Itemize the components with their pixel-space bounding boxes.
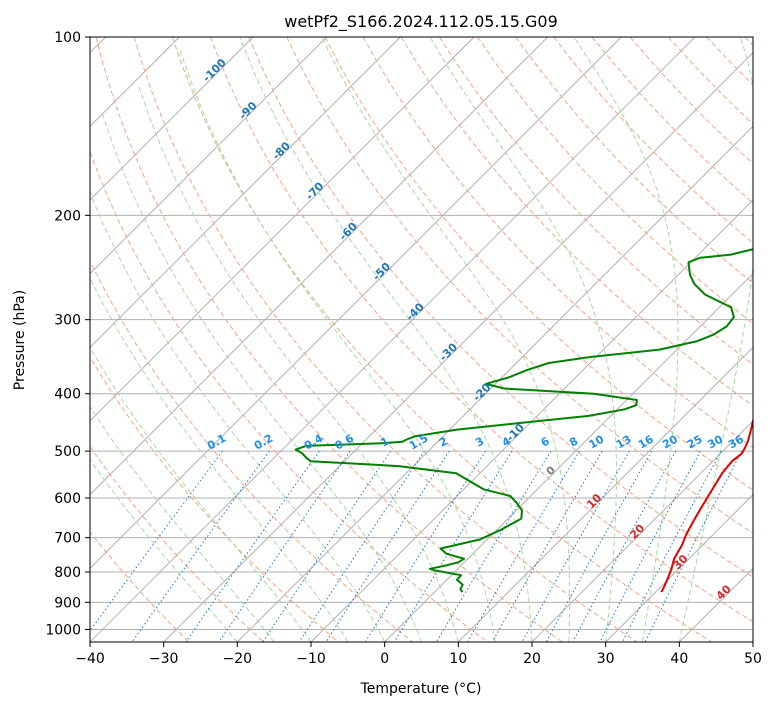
isotherm-line xyxy=(163,52,753,642)
dry-adiabat-line xyxy=(90,356,339,642)
x-tick-label: −10 xyxy=(296,651,326,667)
dry-adiabat-line xyxy=(477,37,753,325)
moist-adiabat-line xyxy=(179,49,496,642)
y-tick-label: 700 xyxy=(54,531,81,547)
mixing-ratio-line xyxy=(644,450,743,642)
y-tick-label: 800 xyxy=(54,565,81,581)
y-tick-label: 900 xyxy=(54,595,81,611)
temperature-profile-line xyxy=(660,417,753,593)
dry-adiabat-line xyxy=(90,150,488,642)
moist-adiabat-line xyxy=(239,37,533,642)
x-tick-label: 0 xyxy=(380,651,389,667)
plot-frame xyxy=(89,36,754,643)
moist-adiabat-line xyxy=(90,458,238,642)
isotherm-line xyxy=(90,37,401,348)
moist-adiabat-line xyxy=(137,83,459,642)
y-tick-label: 100 xyxy=(54,30,81,46)
x-tick-label: 20 xyxy=(523,651,541,667)
mixing-ratio-line xyxy=(262,450,392,642)
x-tick-label: 30 xyxy=(597,651,615,667)
isotherm-line xyxy=(605,494,753,642)
mixing-ratio-line xyxy=(298,450,425,642)
isotherm-line xyxy=(90,37,254,201)
dry-adiabat-line xyxy=(362,37,753,449)
moist-adiabat-line xyxy=(678,37,753,642)
isotherm-line xyxy=(384,273,753,642)
mixing-ratio-line xyxy=(521,450,630,642)
dry-adiabat-line xyxy=(515,37,753,284)
isotherm-line xyxy=(531,420,753,642)
isotherm-line xyxy=(90,37,548,496)
x-tick-label: 10 xyxy=(449,651,467,667)
moist-adiabat-line xyxy=(90,190,386,642)
moist-adiabat-line xyxy=(321,37,571,642)
x-axis-label: Temperature (°C) xyxy=(360,681,482,697)
mixing-ratio-line xyxy=(572,450,677,642)
x-tick-label: 50 xyxy=(744,651,762,667)
moist-adiabat-line xyxy=(429,37,617,642)
profile-series xyxy=(294,248,753,593)
mixing-ratio-line xyxy=(599,450,701,642)
y-tick-label: 300 xyxy=(54,313,81,329)
x-tick-label: 40 xyxy=(670,651,688,667)
dry-adiabat-line xyxy=(324,37,753,491)
y-axis-label: Pressure (hPa) xyxy=(12,290,28,390)
mixing-ratio-line xyxy=(621,450,722,642)
y-tick-label: 1000 xyxy=(45,622,81,638)
dry-adiabat-line xyxy=(438,37,753,366)
y-axis-ticks: 100 200 300 400 500 600 700 800 900 1000 xyxy=(45,30,90,638)
moist-adiabat-line xyxy=(573,37,679,642)
dry-adiabat-line xyxy=(90,531,190,642)
background-reference-lines xyxy=(90,37,753,642)
moist-adiabat-line xyxy=(102,114,422,642)
isotherm-line xyxy=(237,125,753,642)
mixing-ratio-line xyxy=(90,450,223,632)
isotherm-line xyxy=(90,37,622,569)
dry-adiabat-line xyxy=(90,445,264,642)
isotherm-line xyxy=(90,37,475,422)
dry-adiabat-line xyxy=(248,37,753,578)
x-tick-label: −30 xyxy=(149,651,179,667)
y-tick-label: 500 xyxy=(54,444,81,460)
dewpoint-profile-line xyxy=(294,248,753,593)
mixing-ratio-line xyxy=(545,450,653,642)
y-tick-label: 200 xyxy=(54,208,81,224)
x-axis-ticks: −40 −30 −20 −10 0 10 20 30 40 50 xyxy=(75,642,762,667)
x-tick-label: −20 xyxy=(223,651,253,667)
dry-adiabat-line xyxy=(133,37,638,642)
dry-adiabat-line xyxy=(171,37,712,642)
mixing-ratio-line xyxy=(218,450,351,642)
mixing-ratio-line xyxy=(491,450,603,642)
x-tick-label: −40 xyxy=(75,651,105,667)
moist-adiabat-line xyxy=(90,277,349,642)
dry-adiabat-line xyxy=(95,37,563,642)
y-tick-label: 600 xyxy=(54,491,81,507)
chart-title: wetPf2_S166.2024.112.05.15.G09 xyxy=(284,12,558,32)
y-tick-label: 400 xyxy=(54,387,81,403)
dry-adiabat-line xyxy=(210,37,753,623)
mixing-ratio-line xyxy=(185,450,320,642)
moist-adiabat-line xyxy=(90,405,275,642)
isotherm-line xyxy=(458,346,753,642)
dry-adiabat-line xyxy=(286,37,753,534)
dry-adiabat-line xyxy=(90,259,414,642)
mixing-ratio-line xyxy=(393,450,513,642)
dry-adiabat-line xyxy=(400,37,753,407)
isotherm-line xyxy=(90,37,327,275)
